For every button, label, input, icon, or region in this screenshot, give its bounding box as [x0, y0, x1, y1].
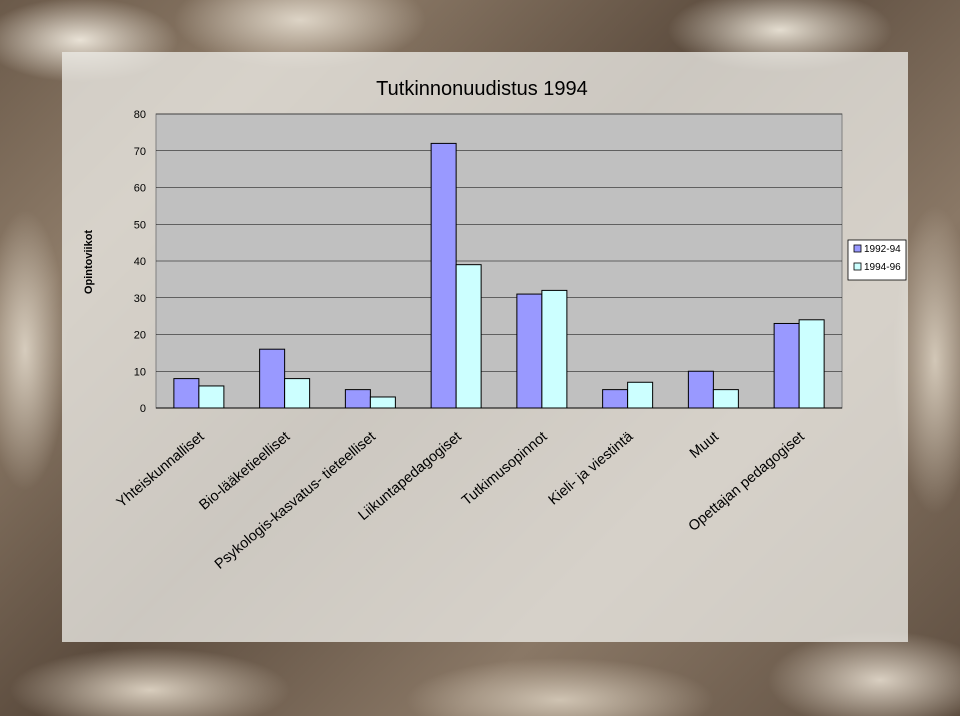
legend-swatch-1992-94	[853, 244, 862, 253]
x-category-label: Yhteiskunnalliset	[114, 429, 208, 511]
x-category-label: Muut	[687, 429, 722, 462]
y-axis-label: Opintoviikot	[83, 230, 95, 295]
x-category-label: Bio-lääketieelliset	[196, 429, 293, 514]
bar-1994-96-5	[627, 381, 654, 409]
bar-1994-96-4	[541, 289, 568, 409]
y-tick-label: 70	[134, 146, 146, 158]
y-tick-label: 10	[134, 366, 146, 378]
y-tick-label: 20	[134, 330, 146, 342]
y-tick-label: 80	[134, 109, 146, 121]
legend-label: 1992-94	[864, 244, 901, 255]
chart-panel: Tutkinnonuudistus 1994 Opintoviikot 0 10 2…	[62, 52, 908, 642]
bar-1994-96-3	[455, 264, 482, 409]
bar-1992-94-7	[773, 322, 800, 409]
bar-1994-96-0	[198, 385, 225, 409]
bar-1992-94-3	[430, 142, 457, 409]
bar-1992-94-0	[173, 378, 200, 409]
bar-1994-96-6	[712, 389, 739, 409]
legend: 1992-94 1994-96	[847, 239, 907, 281]
bar-1992-94-5	[602, 389, 629, 409]
y-tick-label: 0	[140, 403, 146, 415]
bar-1992-94-4	[516, 293, 543, 409]
y-tick-label: 40	[134, 256, 146, 268]
bar-chart: Tutkinnonuudistus 1994 Opintoviikot 0 10 2…	[83, 78, 907, 573]
bar-1992-94-2	[344, 389, 371, 409]
x-category-label: Kieli- ja viestintä	[546, 428, 637, 508]
y-tick-label: 30	[134, 293, 146, 305]
y-tick-labels: 0 10 20 30 40 50 60 70 80	[134, 109, 146, 415]
chart-title: Tutkinnonuudistus 1994	[376, 78, 588, 100]
y-tick-label: 60	[134, 183, 146, 195]
x-category-labels: YhteiskunnallisetBio-lääketieellisetPsyk…	[114, 428, 808, 572]
x-category-label: Psykologis-kasvatus- tieteelliset	[212, 429, 379, 573]
bar-1994-96-2	[369, 396, 396, 409]
bar-1994-96-7	[798, 319, 825, 409]
x-category-label: Tutkimusopinnot	[459, 429, 550, 509]
y-tick-label: 50	[134, 219, 146, 231]
legend-swatch-1994-96	[853, 262, 862, 271]
bar-1994-96-1	[284, 378, 311, 409]
bar-1992-94-6	[687, 370, 714, 409]
legend-label: 1994-96	[864, 262, 901, 273]
bar-1992-94-1	[259, 348, 286, 409]
bars	[173, 142, 825, 409]
